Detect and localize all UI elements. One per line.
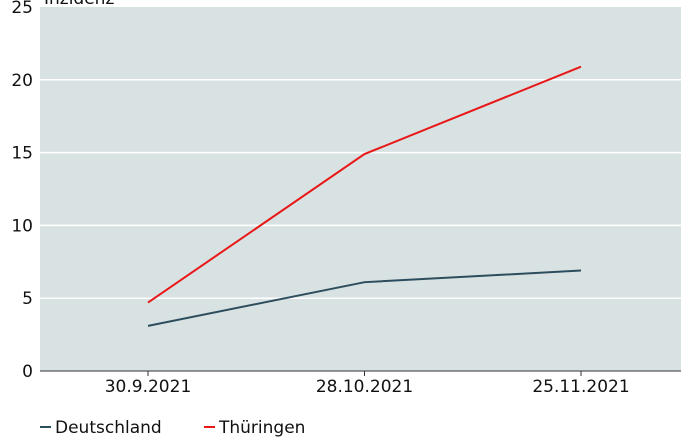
series-line-th-ringen xyxy=(147,65,582,304)
series-line-deutschland xyxy=(147,269,582,327)
y-tick-label: 25 xyxy=(11,0,33,18)
series-lines xyxy=(147,65,582,327)
y-tick-label: 20 xyxy=(11,71,33,91)
legend-label: Thüringen xyxy=(218,418,305,438)
x-tick-label: 30.9.2021 xyxy=(105,377,192,397)
y-axis-label: Inzidenz xyxy=(44,0,114,9)
y-tick-label: 15 xyxy=(11,144,33,164)
legend-item: Deutschland xyxy=(40,418,162,438)
y-tick-label: 0 xyxy=(22,362,33,382)
plot-background xyxy=(40,7,681,371)
x-axis: 30.9.2021 28.10.2021 25.11.2021 xyxy=(40,370,681,397)
legend: Deutschland Thüringen xyxy=(40,418,305,438)
y-axis-ticks: 0 5 10 15 20 25 xyxy=(11,0,33,382)
y-tick-label: 5 xyxy=(22,289,33,309)
x-tick-label: 28.10.2021 xyxy=(316,377,413,397)
x-tick-label: 25.11.2021 xyxy=(532,377,629,397)
y-tick-label: 10 xyxy=(11,216,33,236)
legend-item: Thüringen xyxy=(204,418,305,438)
legend-label: Deutschland xyxy=(55,418,162,438)
grid xyxy=(40,79,681,299)
